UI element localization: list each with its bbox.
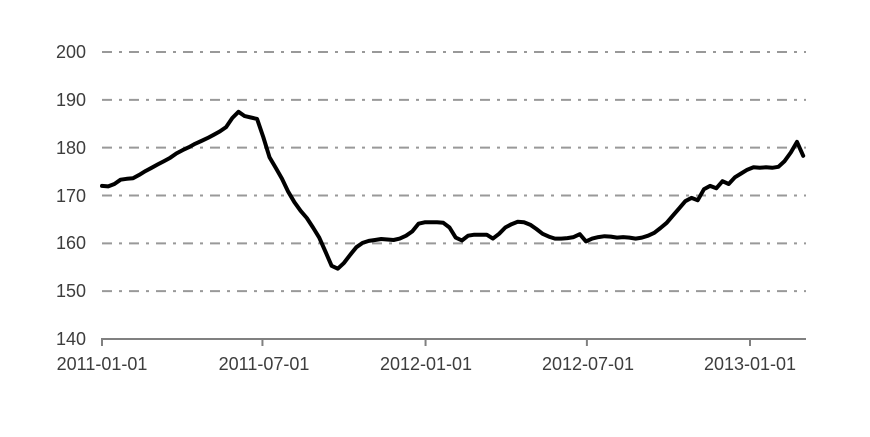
y-tick-label-200: 200: [55, 42, 86, 62]
x-axis: [101, 338, 806, 346]
x-tick-label-2012-01-01: 2012-01-01: [379, 354, 473, 374]
y-tick-label-160: 160: [55, 233, 86, 253]
gridlines: [102, 51, 806, 293]
y-tick-label-140: 140: [55, 329, 86, 349]
x-tick-label-2012-07-01: 2012-07-01: [541, 354, 635, 374]
y-tick-label-150: 150: [55, 281, 86, 301]
y-tick-label-180: 180: [55, 138, 86, 158]
x-tick-label-2013-01-01: 2013-01-01: [703, 354, 797, 374]
series-line: [100, 109, 806, 271]
x-tick-label-2011-07-01: 2011-07-01: [218, 354, 310, 374]
y-tick-label-170: 170: [55, 186, 86, 206]
y-tick-label-190: 190: [55, 90, 86, 110]
x-tick-label-2011-01-01: 2011-01-01: [56, 354, 148, 374]
